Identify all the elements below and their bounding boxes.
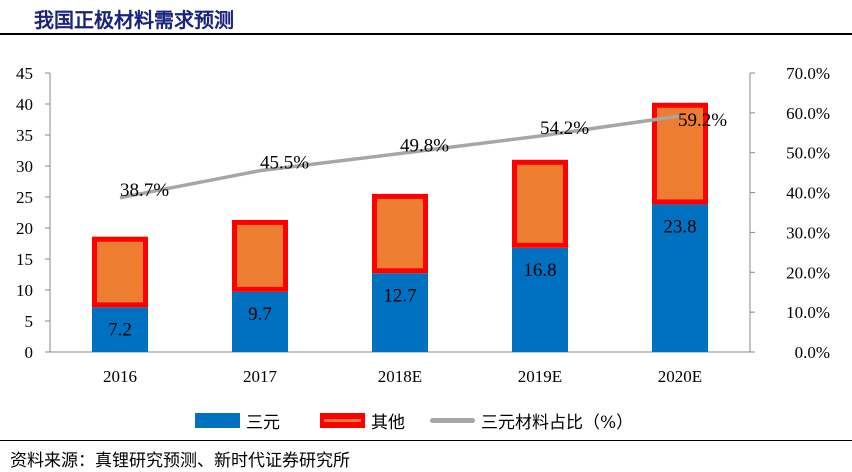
line-label: 45.5% <box>260 153 309 174</box>
y-tick-label: 0 <box>25 343 34 362</box>
bar-label: 12.7 <box>383 285 416 306</box>
y-tick-label: 20 <box>16 219 33 238</box>
bar-label: 23.8 <box>663 216 696 237</box>
legend-item-other: 其他 <box>320 408 405 433</box>
bar-label: 7.2 <box>108 319 132 340</box>
legend: 三元 其他 三元材料占比（%） <box>195 408 633 433</box>
bar-sanyuan <box>92 307 148 352</box>
y2-tick-label: 40.0% <box>786 184 830 203</box>
chart: 0 5 10 15 20 25 30 35 40 45 0.0% 10.0% 20.0% 30.0% 40.… <box>16 64 830 386</box>
y-tick-label: 15 <box>16 250 33 269</box>
legend-label: 三元 <box>246 413 280 433</box>
legend-item-sanyuan: 三元 <box>195 408 280 433</box>
bar-other <box>652 102 708 205</box>
y-tick-label: 30 <box>16 157 33 176</box>
bar-sanyuan <box>512 247 568 352</box>
y-tick-label: 35 <box>16 126 33 145</box>
bar-other <box>512 159 568 248</box>
ratio-line <box>119 114 681 200</box>
legend-swatch-other <box>320 413 365 428</box>
source-divider <box>0 440 852 441</box>
x-tick-label: 2017 <box>243 367 278 386</box>
x-tick-label: 2016 <box>103 367 137 386</box>
y2-tick-label: 70.0% <box>786 64 830 83</box>
bar-other <box>232 219 288 292</box>
bar-sanyuan <box>652 204 708 352</box>
line-label: 54.2% <box>540 118 589 139</box>
chart-title: 我国正极材料需求预测 <box>34 8 234 32</box>
y2-tick-label: 60.0% <box>786 104 830 123</box>
bar-sanyuan <box>232 291 288 352</box>
y-tick-label: 5 <box>25 312 34 331</box>
y-tick-label: 25 <box>16 188 33 207</box>
y2-tick-label: 0.0% <box>795 343 830 362</box>
bar-label: 9.7 <box>248 304 272 325</box>
legend-item-ratio: 三元材料占比（%） <box>430 408 633 433</box>
x-tick-label: 2020E <box>658 367 702 386</box>
line-label: 59.2% <box>678 110 727 131</box>
legend-swatch-sanyuan <box>195 413 240 428</box>
y2-tick-label: 20.0% <box>786 263 830 282</box>
y-tick-label: 45 <box>16 64 33 83</box>
bar-other <box>372 193 428 274</box>
x-tick-label: 2019E <box>518 367 562 386</box>
source-note: 资料来源：真锂研究预测、新时代证券研究所 <box>10 451 350 471</box>
legend-label: 其他 <box>371 413 405 433</box>
line-label: 38.7% <box>120 180 169 201</box>
y-tick-label: 40 <box>16 95 33 114</box>
line-label: 49.8% <box>400 136 449 157</box>
y2-tick-label: 10.0% <box>786 303 830 322</box>
y-tick-label: 10 <box>16 281 33 300</box>
bar-label: 16.8 <box>523 260 556 281</box>
title-divider <box>0 33 852 35</box>
legend-swatch-ratio <box>430 418 475 423</box>
legend-label: 三元材料占比（%） <box>481 413 634 433</box>
bar-other <box>92 236 148 308</box>
bar-sanyuan <box>372 273 428 352</box>
y2-tick-label: 50.0% <box>786 144 830 163</box>
y2-tick-label: 30.0% <box>786 223 830 242</box>
x-tick-label: 2018E <box>378 367 422 386</box>
